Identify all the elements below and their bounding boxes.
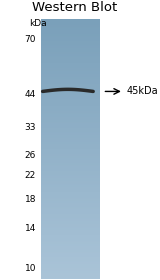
Text: 45kDa: 45kDa [126,87,158,96]
Text: Western Blot: Western Blot [32,1,117,13]
Text: 44: 44 [25,90,36,99]
Text: 10: 10 [24,264,36,273]
Text: 14: 14 [25,224,36,233]
Text: 18: 18 [24,195,36,204]
Text: 22: 22 [25,171,36,180]
Text: kDa: kDa [29,19,47,28]
Text: 33: 33 [24,123,36,132]
Text: 70: 70 [24,35,36,44]
Text: 26: 26 [25,151,36,160]
